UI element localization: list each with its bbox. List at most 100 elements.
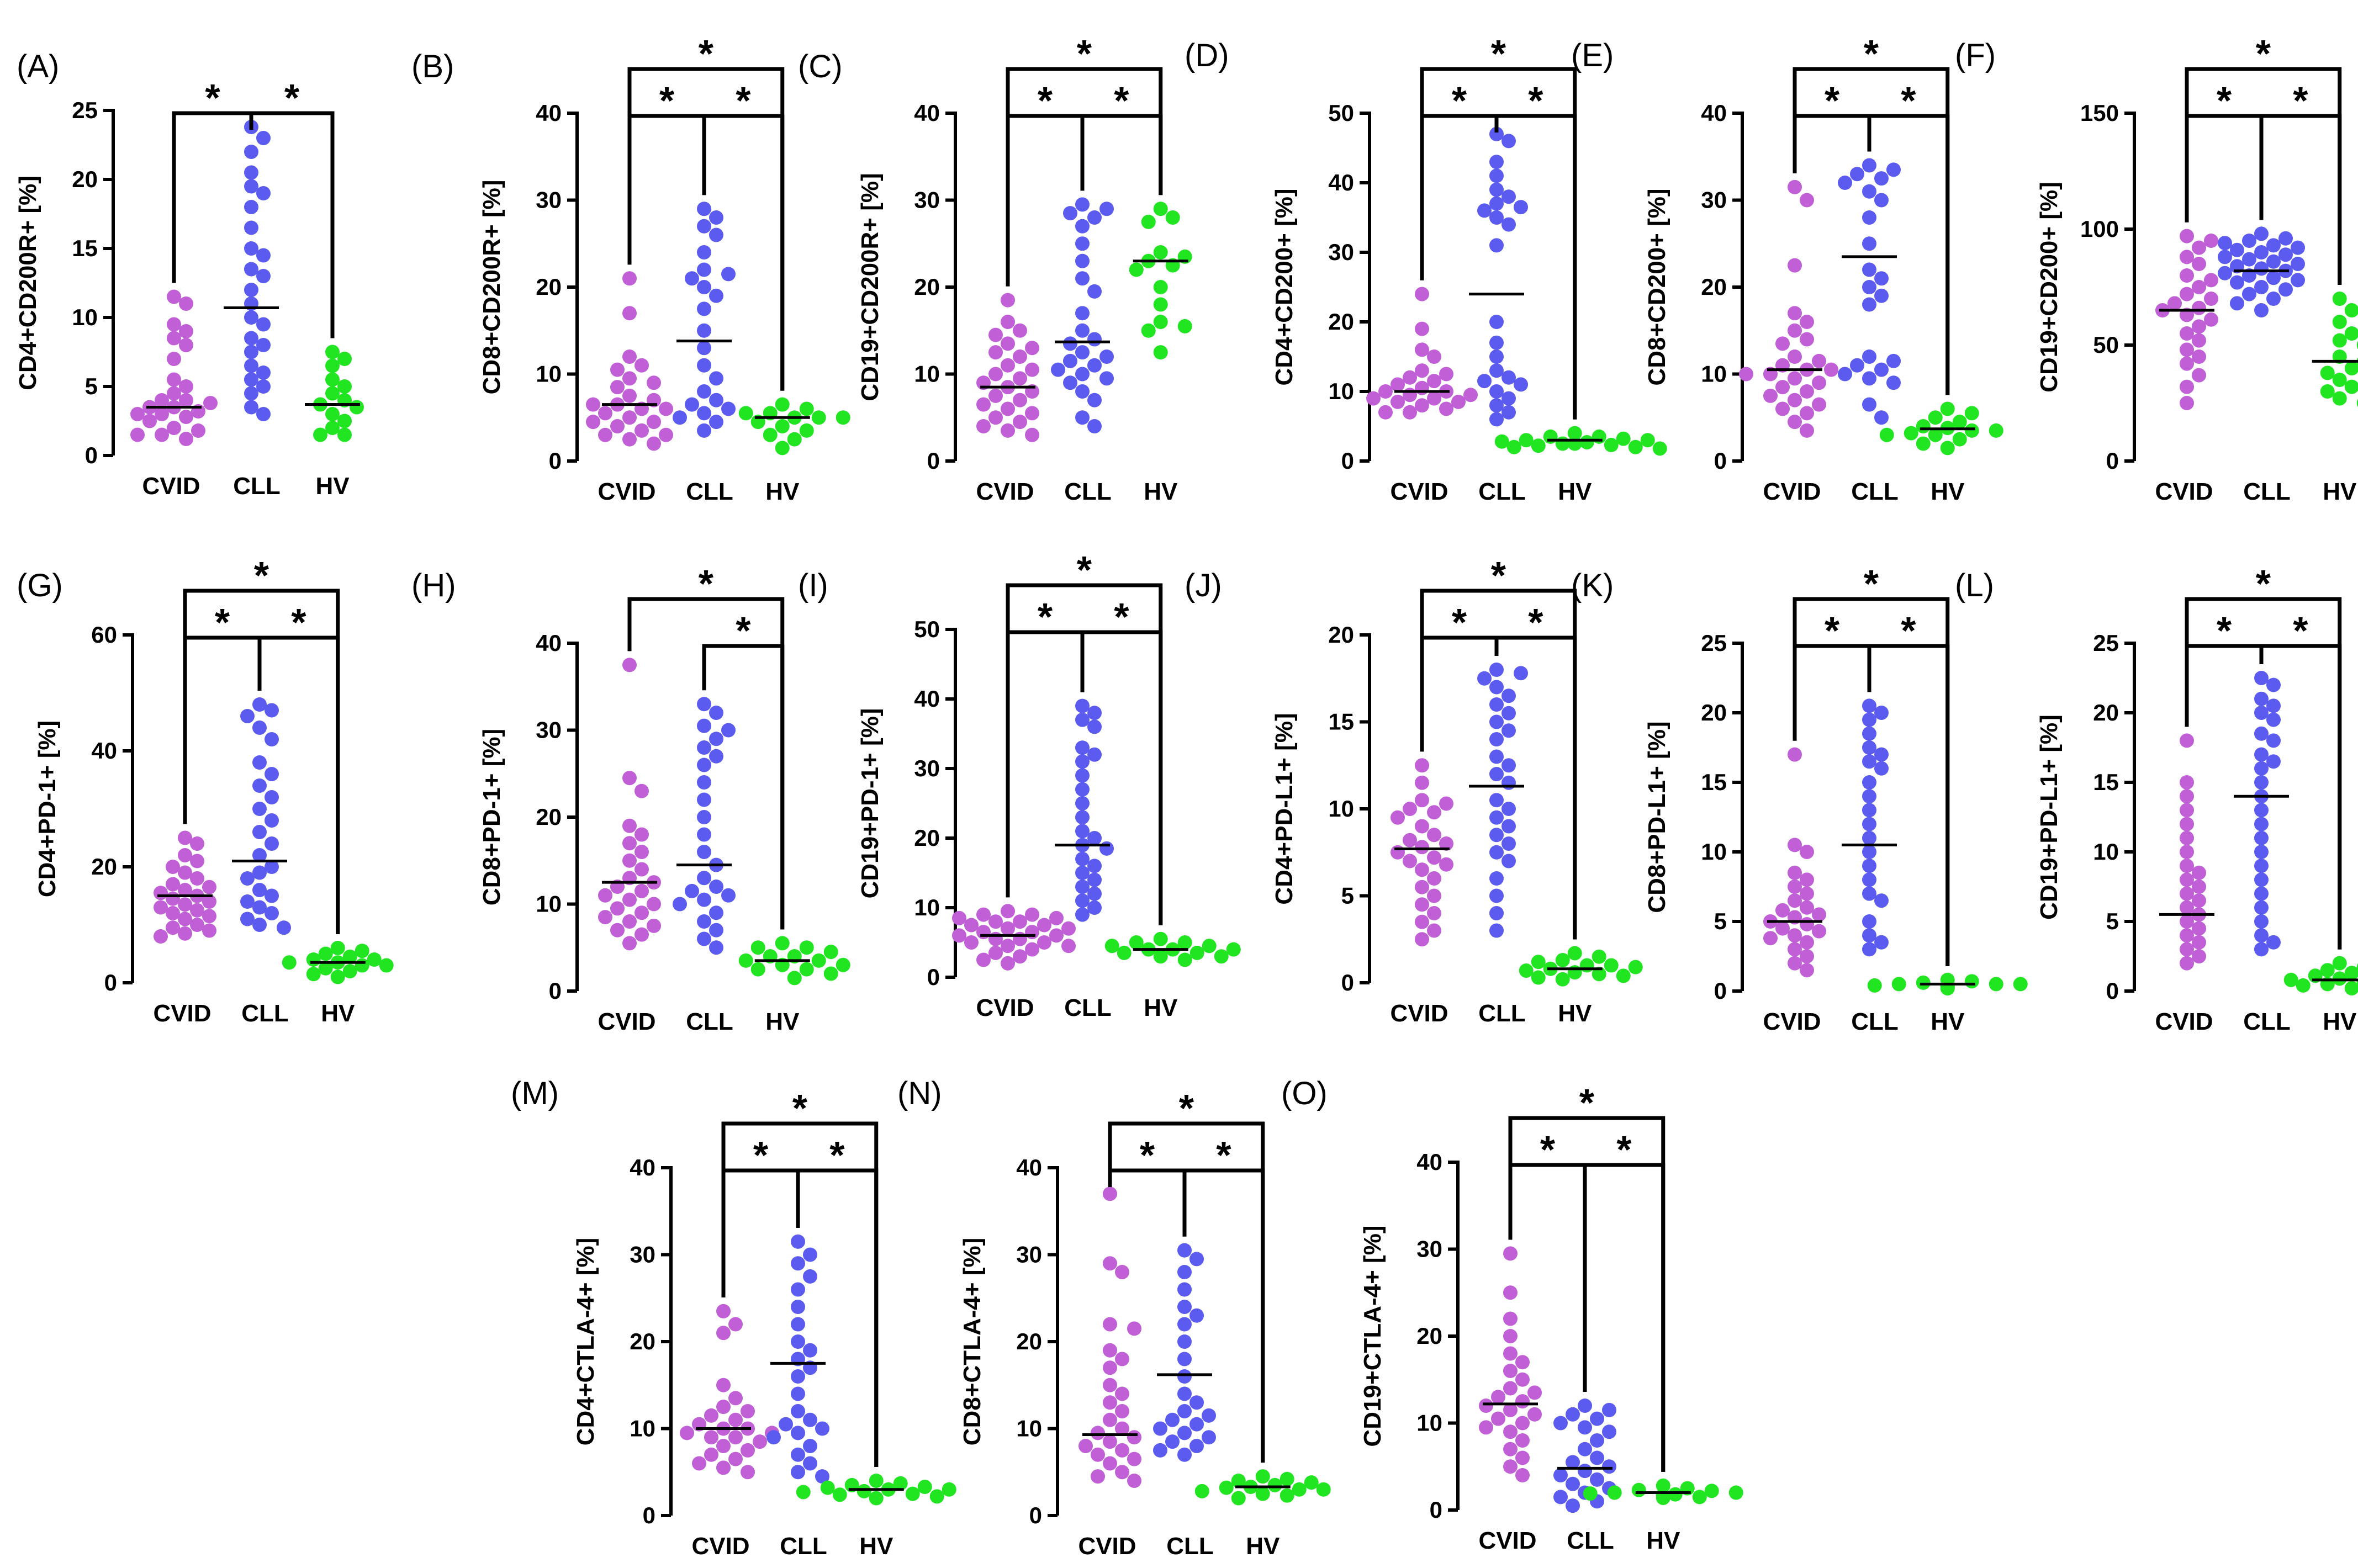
data-point-hv	[1728, 1485, 1743, 1500]
y-tick-label: 0	[104, 970, 117, 995]
data-point-cvid	[1515, 1372, 1530, 1387]
data-point-cvid	[1403, 802, 1417, 816]
x-category-label: HV	[2323, 478, 2357, 505]
data-point-cvid	[1788, 306, 1802, 321]
data-point-cll	[697, 202, 711, 216]
y-tick-label: 20	[536, 804, 562, 830]
data-point-cvid	[202, 880, 216, 894]
data-point-cll	[1189, 1252, 1204, 1267]
data-point-cll	[697, 810, 711, 824]
data-point-cll	[1075, 851, 1090, 866]
significance-star: *	[2256, 562, 2271, 605]
data-point-cvid	[1025, 942, 1039, 957]
data-point-cll	[1099, 371, 1114, 386]
x-category-label: CVID	[153, 1000, 211, 1027]
significance-bracket	[2185, 67, 2342, 285]
y-tick-label: 0	[1341, 970, 1354, 995]
data-point-cll	[1087, 719, 1102, 734]
x-category-label: CLL	[1851, 1008, 1899, 1035]
data-point-cll	[1886, 353, 1901, 368]
y-tick-label: 0	[2106, 448, 2119, 474]
data-point-cll	[252, 865, 267, 880]
data-point-cvid	[1503, 1346, 1518, 1361]
data-point-cvid	[2192, 240, 2206, 255]
data-point-cll	[1075, 236, 1090, 251]
panel-letter: (L)	[1955, 568, 1994, 603]
data-point-cvid	[1415, 862, 1429, 877]
panel-letter: (E)	[1571, 38, 1614, 73]
data-point-hv	[1904, 426, 1918, 441]
data-point-hv	[893, 1476, 908, 1491]
data-point-cvid	[635, 862, 649, 877]
data-point-cvid	[1127, 1474, 1141, 1488]
data-point-hv	[342, 949, 357, 964]
data-point-cll	[1177, 1334, 1192, 1349]
data-point-hv	[1989, 977, 2003, 992]
data-point-cvid	[2180, 928, 2194, 943]
data-point-cvid	[1415, 819, 1429, 834]
data-point-cvid	[622, 349, 637, 364]
data-point-cll	[2254, 886, 2269, 901]
data-point-cll	[256, 317, 271, 332]
data-point-cll	[1578, 1399, 1592, 1413]
data-point-cvid	[1788, 349, 1802, 364]
significance-bracket	[1420, 67, 1577, 420]
y-tick-label: 10	[1328, 796, 1354, 822]
data-point-cvid	[1800, 886, 1814, 901]
data-point-cvid	[1127, 1321, 1141, 1336]
data-point-cvid	[1479, 1420, 1493, 1435]
significance-star: *	[2293, 79, 2308, 122]
data-point-cvid	[976, 925, 991, 940]
data-point-cll	[2266, 733, 2281, 748]
y-tick-label: 40	[630, 1154, 655, 1180]
data-point-cll	[252, 918, 267, 932]
data-point-cvid	[1788, 893, 1802, 908]
y-tick-label: 0	[1714, 448, 1727, 474]
data-point-cll	[2254, 900, 2269, 915]
data-point-cvid	[1078, 1439, 1093, 1453]
data-point-cll	[1489, 363, 1504, 378]
x-category-label: CLL	[1064, 994, 1112, 1021]
data-point-cll	[1477, 203, 1492, 218]
data-point-hv	[1952, 432, 1967, 447]
data-point-cvid	[167, 421, 181, 435]
significance-star: *	[2256, 32, 2271, 75]
data-point-cll	[1087, 831, 1102, 845]
data-point-cvid	[1025, 341, 1039, 356]
data-point-cvid	[1812, 924, 1826, 939]
panel-g: (G) 0 20 40 60 CD4+PD-1+ [%] CVID CLL HV * * *	[17, 554, 394, 1027]
data-point-cvid	[1788, 942, 1802, 957]
data-point-cll	[803, 1456, 817, 1471]
data-point-cll	[803, 1343, 817, 1358]
data-point-cvid	[1503, 1329, 1518, 1343]
significance-star: *	[1864, 32, 1879, 75]
y-tick-label: 0	[1341, 448, 1354, 474]
data-point-hv	[905, 1486, 920, 1501]
x-category-label: HV	[1246, 1533, 1280, 1560]
data-point-cll	[1862, 236, 1876, 251]
data-point-cll	[709, 210, 723, 225]
data-point-cvid	[2204, 312, 2218, 327]
data-point-cll	[2254, 928, 2269, 943]
data-point-cvid	[2204, 292, 2218, 306]
y-tick-label: 25	[1701, 630, 1727, 656]
data-point-cvid	[635, 827, 649, 842]
data-point-cvid	[1503, 1424, 1518, 1439]
data-point-hv	[1231, 1491, 1246, 1506]
data-point-cvid	[1800, 332, 1814, 347]
data-point-cll	[244, 372, 258, 387]
data-point-cvid	[1001, 904, 1015, 919]
data-point-cvid	[1103, 1412, 1117, 1427]
data-point-hv	[787, 971, 802, 986]
data-point-cll	[697, 280, 711, 294]
data-point-hv	[1704, 1484, 1719, 1498]
significance-bracket	[1080, 114, 1163, 195]
panel-letter: (N)	[897, 1076, 942, 1111]
data-point-hv	[1628, 960, 1643, 974]
data-point-cvid	[166, 860, 180, 874]
y-tick-label: 50	[2093, 332, 2119, 358]
data-point-cll	[1602, 1424, 1616, 1439]
data-point-cvid	[1091, 1469, 1105, 1484]
data-point-cvid	[1800, 872, 1814, 887]
data-point-cll	[1189, 1395, 1204, 1410]
